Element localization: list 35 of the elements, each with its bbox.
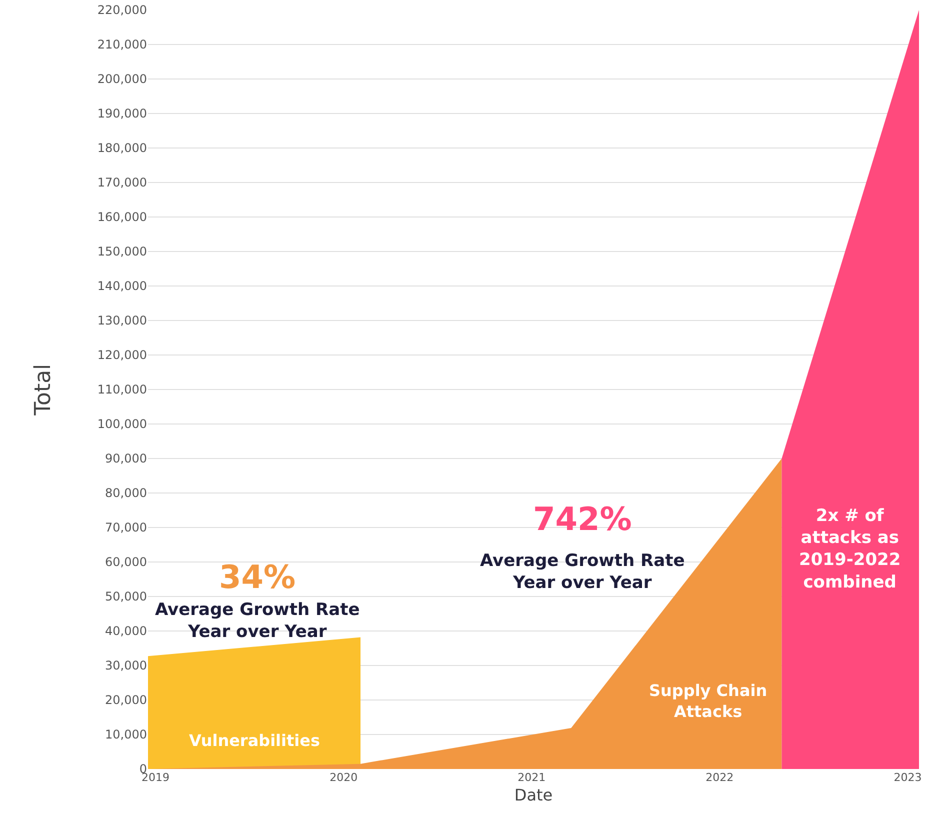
y-tick-label: 220,000 xyxy=(97,3,147,18)
annotation: Average Growth Rate Year over Year xyxy=(155,600,360,642)
y-tick-label: 190,000 xyxy=(97,106,147,121)
annotation: Average Growth Rate Year over Year xyxy=(480,551,685,594)
y-tick-label: 30,000 xyxy=(105,658,147,673)
y-axis-title: Total xyxy=(31,364,56,416)
series-label: Vulnerabilities xyxy=(189,731,320,750)
y-tick-label: 180,000 xyxy=(97,141,147,156)
y-tick-label: 40,000 xyxy=(105,624,147,638)
x-axis-title: Date xyxy=(514,786,553,805)
y-tick-label: 10,000 xyxy=(105,728,147,742)
x-tick-label: 2022 xyxy=(706,771,734,784)
y-tick-label: 200,000 xyxy=(97,72,147,86)
y-tick-label: 160,000 xyxy=(97,210,147,224)
y-tick-label: 100,000 xyxy=(97,417,147,432)
x-tick-label: 2023 xyxy=(894,771,922,784)
y-tick-label: 170,000 xyxy=(97,176,147,190)
y-tick-label: 50,000 xyxy=(105,590,147,604)
y-tick-label: 150,000 xyxy=(97,244,147,259)
annotation: 2x # of attacks as 2019-2022 combined xyxy=(799,506,901,592)
y-tick-label: 90,000 xyxy=(105,452,147,466)
y-tick-label: 60,000 xyxy=(105,555,147,570)
y-tick-label: 120,000 xyxy=(97,348,147,362)
x-tick-label: 2021 xyxy=(518,771,546,784)
y-tick-label: 20,000 xyxy=(105,693,147,708)
annotation: 742% xyxy=(533,500,632,538)
y-tick-label: 70,000 xyxy=(105,520,147,535)
y-tick-label: 80,000 xyxy=(105,486,147,500)
y-tick-label: 130,000 xyxy=(97,314,147,328)
y-tick-label: 140,000 xyxy=(97,279,147,294)
y-tick-label: 110,000 xyxy=(97,382,147,397)
annotation: 34% xyxy=(219,558,296,596)
x-tick-label: 2020 xyxy=(330,771,358,784)
series-label: Supply Chain Attacks xyxy=(649,681,768,721)
y-tick-label: 210,000 xyxy=(97,38,147,52)
